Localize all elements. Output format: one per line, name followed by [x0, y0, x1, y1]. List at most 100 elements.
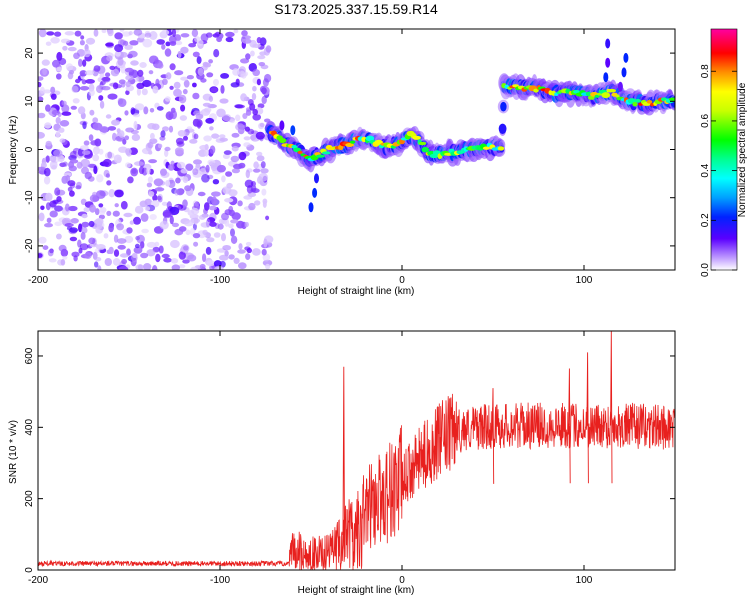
- noise-blob: [61, 111, 72, 116]
- noise-blob: [258, 172, 269, 182]
- ridge-peak: [607, 88, 616, 93]
- noise-blob: [257, 55, 266, 60]
- noise-blob: [192, 51, 200, 58]
- noise-blob: [231, 132, 240, 138]
- snr-spike: [568, 368, 571, 484]
- noise-blob: [71, 85, 79, 93]
- noise-blob: [133, 120, 138, 130]
- noise-blob: [114, 189, 124, 198]
- y-tick-label: 10: [24, 95, 35, 107]
- noise-blob: [144, 206, 151, 212]
- noise-blob: [125, 90, 130, 96]
- noise-blob: [45, 192, 53, 202]
- noise-blob: [151, 123, 160, 131]
- noise-blob: [175, 40, 183, 46]
- noise-blob: [131, 133, 141, 141]
- noise-blob: [221, 175, 226, 183]
- noise-blob: [260, 168, 269, 174]
- noise-blob: [125, 81, 131, 88]
- noise-blob: [101, 76, 111, 82]
- noise-blob: [169, 85, 174, 90]
- noise-blob: [130, 107, 136, 115]
- noise-blob: [252, 248, 261, 256]
- noise-blob: [161, 253, 170, 259]
- noise-blob: [212, 179, 220, 185]
- noise-blob: [252, 43, 261, 48]
- noise-blob: [253, 168, 261, 173]
- colorbar-gradient: [711, 29, 737, 270]
- noise-blob: [175, 35, 182, 42]
- noise-blob: [119, 29, 125, 32]
- noise-blob: [107, 29, 114, 37]
- noise-blob: [176, 188, 185, 196]
- ridge-peak: [632, 102, 638, 107]
- x-tick-label: -200: [28, 575, 48, 586]
- ridge-feature: [314, 173, 319, 184]
- noise-blob: [183, 135, 188, 141]
- noise-blob: [138, 166, 145, 175]
- noise-blob: [161, 201, 168, 206]
- noise-blob: [186, 75, 194, 80]
- y-tick-label: 200: [24, 490, 35, 507]
- noise-blob: [144, 198, 152, 206]
- snr-spike: [491, 388, 495, 484]
- noise-blob: [196, 56, 202, 65]
- noise-blob: [113, 234, 119, 243]
- noise-blob: [103, 233, 109, 239]
- snr-panel: -200 -100 0 100 0 200 400 600 Height of straigh…: [8, 330, 676, 596]
- noise-blob: [205, 218, 211, 228]
- noise-blob: [147, 176, 153, 183]
- noise-blob: [67, 46, 77, 52]
- noise-blob: [238, 151, 247, 161]
- noise-blob: [173, 81, 181, 89]
- noise-blob: [157, 62, 164, 69]
- noise-blob: [238, 243, 243, 250]
- noise-blob: [218, 134, 226, 139]
- x-tick-label: 0: [399, 575, 405, 586]
- noise-blob: [197, 67, 204, 77]
- noise-blob: [108, 223, 114, 233]
- noise-blob: [38, 131, 45, 139]
- y-tick-label: -10: [24, 190, 35, 205]
- noise-blob: [119, 253, 129, 258]
- noise-blob: [180, 33, 190, 38]
- noise-blob: [94, 208, 100, 216]
- noise-blob: [81, 227, 88, 234]
- noise-blob: [205, 164, 210, 173]
- noise-blob: [150, 132, 155, 140]
- ridge-peak: [421, 147, 430, 153]
- noise-blob: [152, 85, 159, 94]
- noise-blob: [73, 52, 80, 60]
- noise-blob: [159, 220, 169, 230]
- noise-blob: [38, 212, 45, 222]
- noise-blob: [42, 89, 52, 94]
- noise-blob: [200, 78, 207, 83]
- noise-blob: [84, 70, 95, 76]
- noise-blob: [38, 81, 42, 88]
- noise-blob: [243, 136, 251, 141]
- noise-blob: [222, 245, 232, 251]
- noise-blob: [139, 62, 147, 68]
- noise-blob: [252, 108, 258, 116]
- noise-blob: [96, 220, 103, 230]
- noise-blob: [69, 190, 75, 197]
- noise-blob: [148, 191, 155, 197]
- noise-blob: [245, 169, 250, 179]
- noise-blob: [100, 80, 106, 86]
- noise-blob: [134, 161, 144, 167]
- noise-blob: [165, 72, 172, 80]
- noise-blob: [208, 59, 214, 64]
- noise-blob: [111, 119, 120, 126]
- y-tick-label: 0: [24, 146, 35, 152]
- noise-blob: [68, 205, 78, 212]
- noise-blob: [49, 210, 58, 218]
- noise-blob: [233, 257, 240, 264]
- noise-blob: [106, 55, 113, 62]
- noise-blob: [172, 29, 176, 37]
- noise-blob: [136, 82, 145, 90]
- noise-blob: [155, 253, 161, 263]
- noise-blob: [88, 220, 95, 228]
- noise-blob: [110, 68, 120, 77]
- chart-title: S173.2025.337.15.59.R14: [274, 1, 438, 17]
